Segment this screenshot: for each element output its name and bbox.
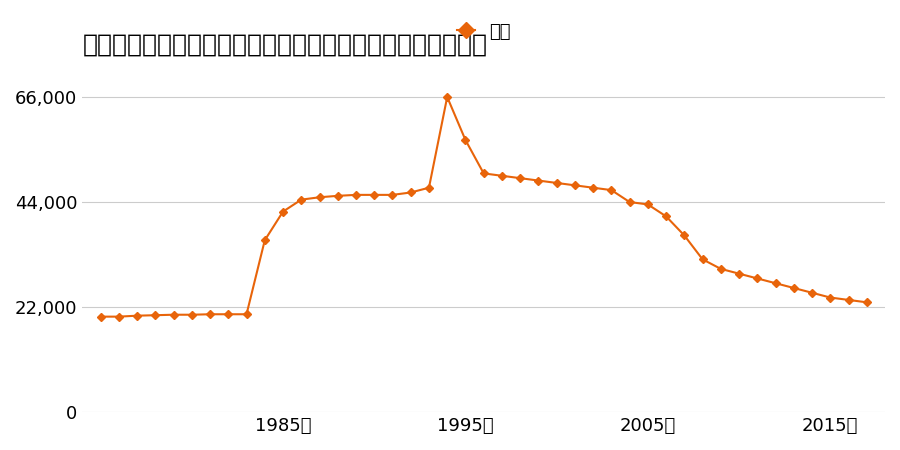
価格 xyxy=(95,314,106,319)
価格 xyxy=(643,202,653,207)
価格 xyxy=(424,185,435,190)
価格 xyxy=(497,173,508,179)
Legend: 価格: 価格 xyxy=(449,15,518,48)
価格 xyxy=(861,300,872,305)
価格 xyxy=(788,285,799,291)
価格 xyxy=(806,290,817,296)
価格 xyxy=(515,176,526,181)
価格 xyxy=(369,192,380,198)
価格 xyxy=(296,197,307,202)
価格 xyxy=(351,192,362,198)
価格 xyxy=(770,280,781,286)
価格 xyxy=(698,256,708,262)
価格 xyxy=(588,185,598,190)
価格 xyxy=(314,194,325,200)
価格 xyxy=(752,276,762,281)
価格 xyxy=(679,233,689,238)
Line: 価格: 価格 xyxy=(98,94,869,320)
価格 xyxy=(825,295,836,300)
価格 xyxy=(241,311,252,317)
価格 xyxy=(606,187,616,193)
価格 xyxy=(625,199,635,205)
価格 xyxy=(204,311,215,317)
価格 xyxy=(131,313,142,319)
価格 xyxy=(734,271,744,276)
価格 xyxy=(478,171,489,176)
価格 xyxy=(332,193,343,198)
価格 xyxy=(570,183,580,188)
価格 xyxy=(661,214,671,219)
価格 xyxy=(223,311,234,317)
価格 xyxy=(168,312,179,317)
価格 xyxy=(716,266,726,272)
価格 xyxy=(259,238,270,243)
価格 xyxy=(387,192,398,198)
価格 xyxy=(405,190,416,195)
価格 xyxy=(186,312,197,317)
価格 xyxy=(277,209,288,214)
価格 xyxy=(150,312,161,318)
価格 xyxy=(551,180,562,186)
価格 xyxy=(460,137,471,143)
価格 xyxy=(113,314,124,319)
価格 xyxy=(533,178,544,183)
Text: 奈良県吉野郡大淀町大字土田字池ノ尻１５１番３の地価推移: 奈良県吉野郡大淀町大字土田字池ノ尻１５１番３の地価推移 xyxy=(83,33,488,57)
価格 xyxy=(843,297,854,303)
価格 xyxy=(442,94,453,100)
